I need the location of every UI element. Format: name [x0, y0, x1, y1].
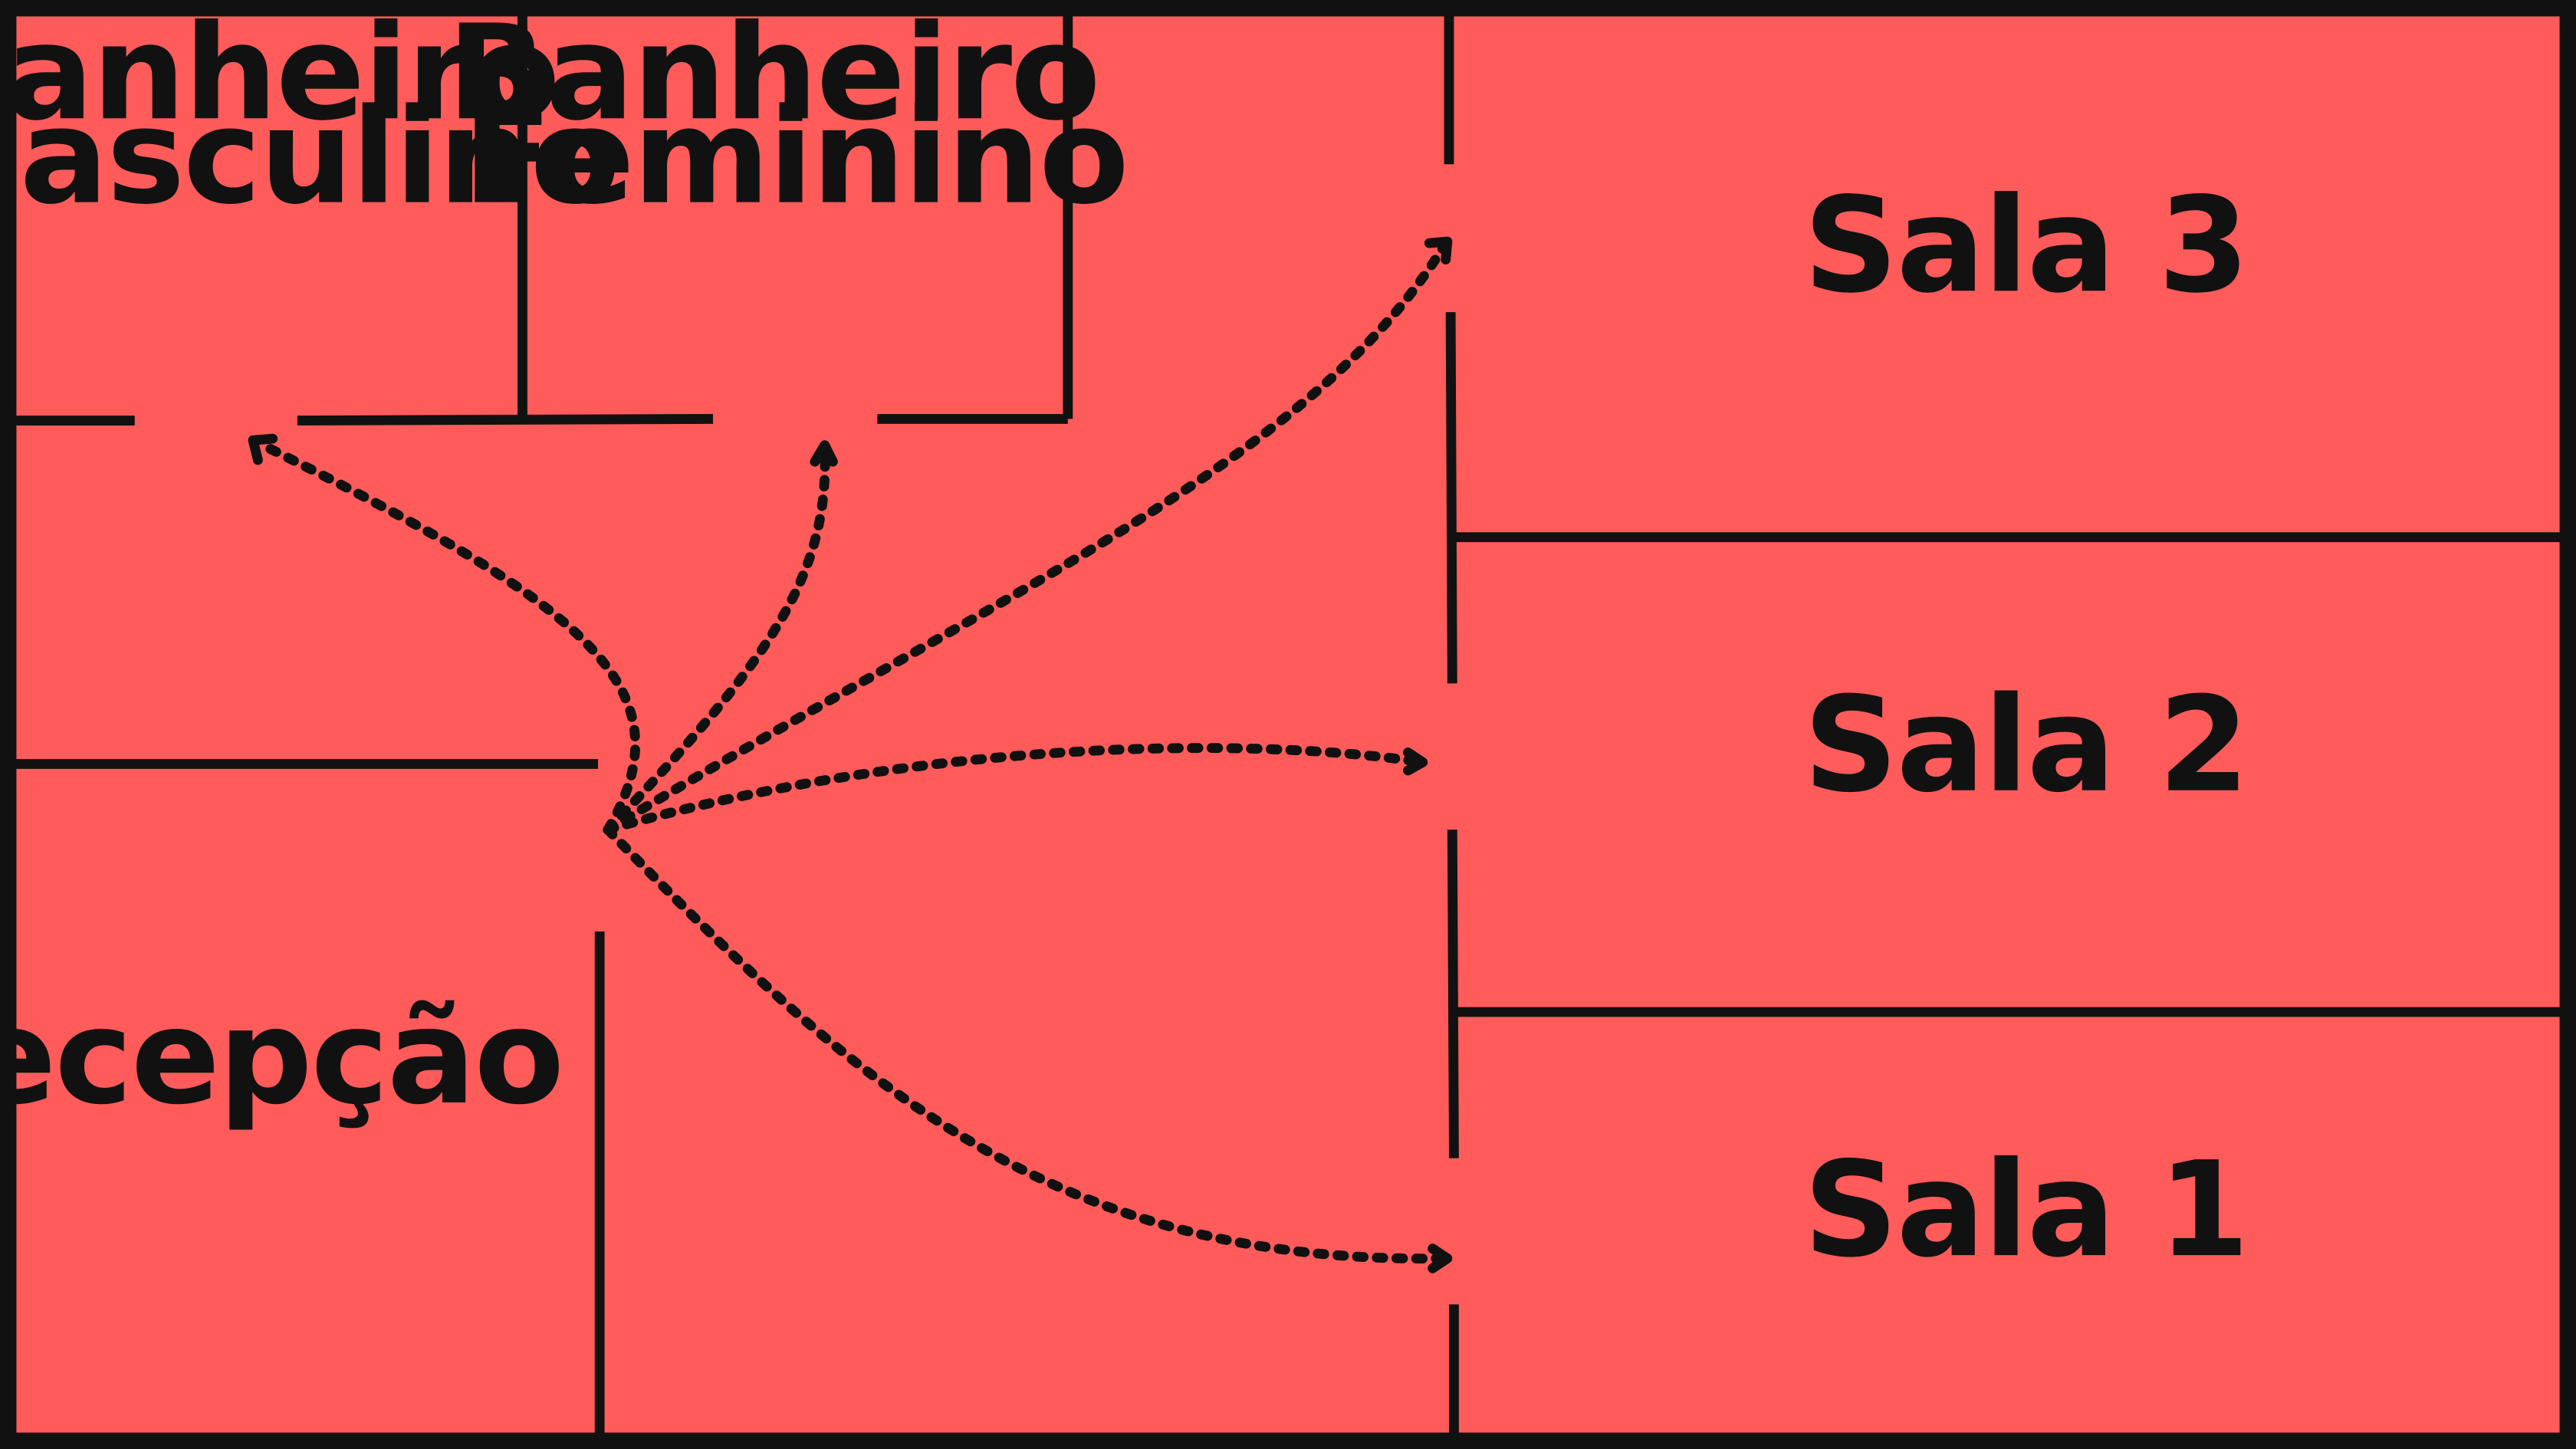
route-to-sala-3 [603, 238, 1451, 835]
route-to-sala-1 [603, 824, 1451, 1264]
label-sala-1: Sala 1 [1803, 1134, 2248, 1286]
label-banheiro-masculino-line-1: Banheiro [0, 0, 559, 150]
arrowhead-banheiro-masculino [248, 433, 278, 465]
label-sala-3: Sala 3 [1803, 169, 2248, 322]
wall-sala3-door-bottom [1445, 312, 1457, 684]
label-sala-2: Sala 2 [1803, 669, 2248, 822]
label-banheiro-masculino: Banheiro Masculino [0, 0, 619, 234]
route-to-banheiro-feminino [603, 442, 830, 835]
arrowhead-banheiro-feminino [810, 440, 838, 467]
wall-sala2-door-bottom [1447, 830, 1459, 1158]
label-recepcao: Recepção [0, 981, 563, 1134]
route-to-sala-2 [603, 743, 1428, 835]
arrowhead-sala-3 [1424, 236, 1453, 264]
wall-bathroom-bottom-middle [297, 414, 714, 426]
label-banheiro-masculino-line-2: Masculino [0, 81, 619, 234]
label-banheiro-feminino-line-1: Banheiro [447, 0, 1099, 150]
arrowhead-sala-1 [1428, 1244, 1453, 1273]
arrowhead-sala-2 [1403, 748, 1428, 776]
route-to-banheiro-masculino [255, 439, 640, 835]
label-banheiro-feminino-line-2: Feminino [463, 81, 1128, 234]
label-banheiro-feminino: Banheiro Feminino [447, 0, 1143, 234]
